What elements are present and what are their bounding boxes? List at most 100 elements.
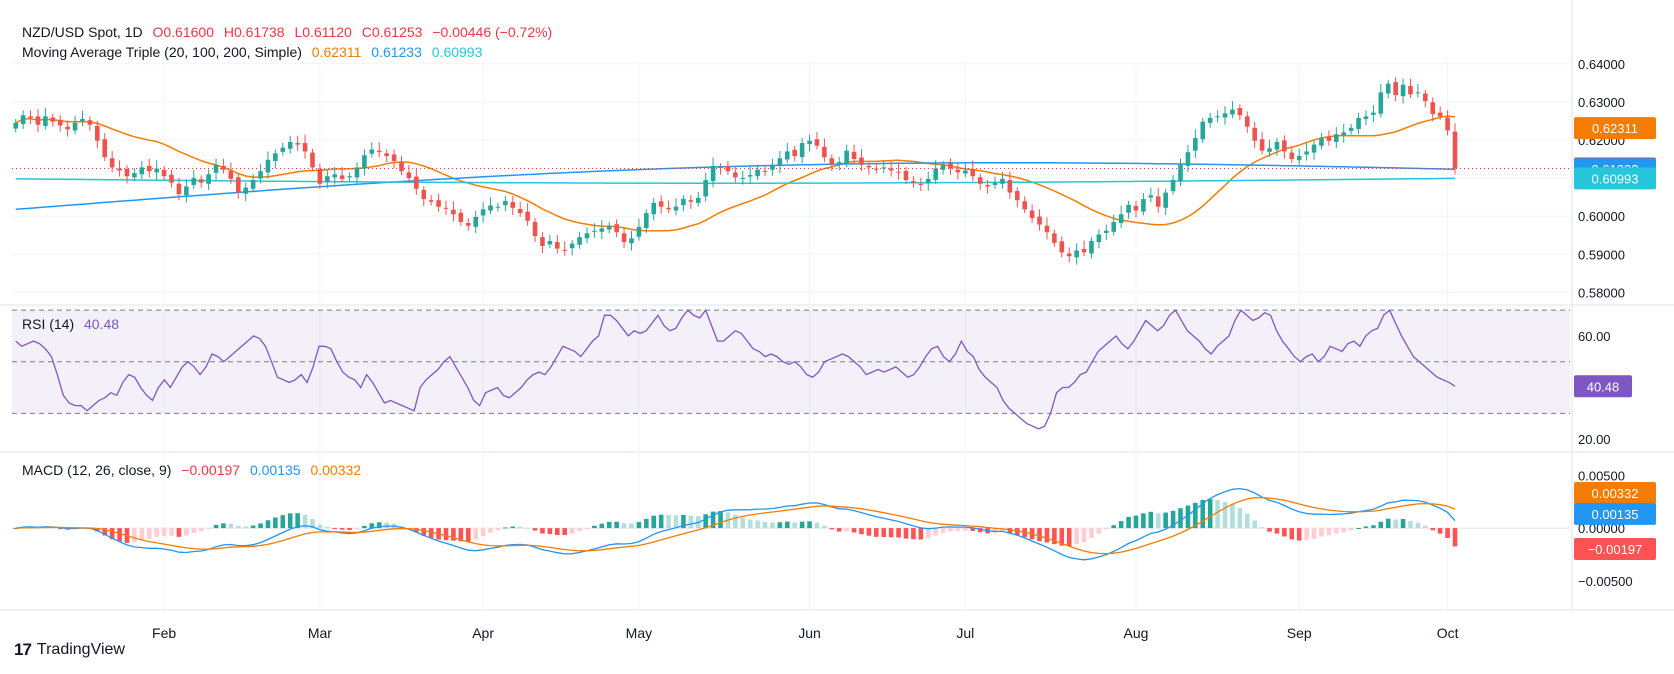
candle-body	[1348, 127, 1354, 131]
macd-pane: −0.00500 0.00000 0.00500 0.00332 0.00135 −0.0…	[12, 468, 1656, 589]
rsi-legend-title: RSI (14)	[22, 316, 75, 332]
macd-hist-bar	[1111, 525, 1117, 529]
candle-body	[28, 116, 33, 118]
candle-body	[1371, 112, 1376, 115]
macd-hist-bar	[621, 523, 627, 529]
macd-hist-bar	[859, 528, 864, 535]
candle-body	[1104, 230, 1109, 233]
macd-hist-bar	[1148, 511, 1154, 529]
candle-body	[458, 212, 464, 222]
candle-body	[280, 147, 286, 152]
candle-body	[1282, 140, 1287, 152]
macd-hist-bar	[1304, 528, 1309, 541]
candle-body	[1000, 178, 1005, 184]
candle-body	[1378, 92, 1384, 114]
macd-hist-bar	[362, 525, 367, 529]
candle-body	[614, 224, 619, 233]
macd-hist-bar	[1363, 526, 1369, 529]
time-tick-label: Sep	[1287, 625, 1312, 641]
macd-hist-bar	[1282, 528, 1287, 537]
candle-body	[317, 168, 323, 184]
macd-hist-bar	[814, 522, 820, 529]
macd-hist-bar	[1400, 519, 1406, 529]
macd-hist-bar	[421, 528, 427, 536]
macd-hist-bar	[154, 528, 159, 537]
macd-hist-bar	[1163, 512, 1168, 529]
candle-body	[666, 207, 671, 210]
candle-body	[235, 177, 241, 193]
macd-hist-bar	[555, 528, 560, 535]
macd-hist-bar	[644, 518, 649, 529]
macd-hist-bar	[228, 523, 234, 529]
macd-hist-bar	[117, 528, 122, 542]
symbol-label: NZD/USD Spot, 1D	[22, 24, 143, 40]
candle-body	[1326, 136, 1332, 141]
candle-body	[1089, 240, 1094, 254]
macd-hist-bar	[102, 528, 108, 536]
macd-hist-bar	[1319, 528, 1324, 537]
candle-body	[428, 200, 434, 202]
macd-badge	[1574, 502, 1656, 525]
macd-hist-bar	[807, 521, 812, 529]
macd-hist-bar	[836, 528, 842, 532]
time-tick-label: Apr	[472, 625, 494, 641]
macd-hist-bar	[562, 528, 568, 536]
candle-body	[747, 175, 753, 177]
candle-body	[1170, 180, 1176, 192]
macd-hist-bar	[1052, 528, 1057, 545]
candle-body	[1423, 93, 1428, 102]
candle-body	[35, 116, 41, 125]
candle-body	[1437, 112, 1443, 117]
candle-body	[792, 149, 798, 156]
candle-body	[1244, 116, 1250, 127]
macd-hist-bar	[940, 528, 946, 533]
candle-body	[332, 174, 338, 178]
macd-hist-bar	[332, 528, 338, 530]
candle-body	[132, 173, 137, 178]
candle-body	[1385, 83, 1391, 94]
macd-legend: MACD (12, 26, close, 9) −0.00197 0.00135…	[22, 462, 367, 478]
candle-body	[473, 216, 478, 227]
macd-hist-bar	[614, 521, 619, 529]
macd-hist-bar	[903, 528, 909, 539]
candle-body	[866, 165, 872, 168]
candle-body	[480, 209, 486, 216]
candle-body	[733, 172, 738, 178]
price-tick-label: 0.60000	[1578, 209, 1625, 224]
macd-hist-bar	[992, 528, 998, 534]
macd-hist-bar	[1193, 502, 1198, 529]
macd-hist-bar	[599, 523, 605, 529]
macd-hist-bar	[799, 521, 805, 529]
macd-hist-bar	[1237, 507, 1243, 529]
candle-body	[243, 187, 248, 194]
macd-hist-bar	[1385, 518, 1391, 529]
candle-body	[1133, 205, 1139, 211]
price-tick-label: 0.64000	[1578, 57, 1625, 72]
candle-body	[1044, 225, 1050, 233]
candle-body	[1007, 180, 1013, 193]
candle-body	[1141, 199, 1146, 212]
ma20-line	[15, 115, 1456, 232]
macd-hist-bar	[1200, 499, 1206, 529]
macd-hist-bar	[1289, 528, 1295, 540]
candle-body	[369, 149, 375, 154]
candle-body	[851, 151, 857, 160]
macd-hist-bar	[1104, 528, 1109, 530]
macd-hist-bar	[681, 514, 686, 529]
ma100-value: 0.61233	[371, 44, 422, 60]
macd-hist-bar	[273, 517, 278, 529]
candle-body	[1296, 156, 1302, 161]
macd-hist-bar	[495, 528, 501, 531]
macd-badge	[1574, 482, 1656, 505]
candle-body	[95, 125, 100, 141]
macd-hist-bar	[339, 528, 345, 530]
macd-hist-bar	[139, 528, 145, 541]
price-legend: NZD/USD Spot, 1D O0.61600 H0.61738 L0.61…	[22, 24, 558, 40]
macd-hist-bar	[963, 528, 968, 531]
candle-body	[725, 165, 731, 172]
macd-hist-bar	[451, 528, 456, 541]
macd-hist-bar	[918, 528, 924, 540]
macd-hist-bar	[970, 528, 976, 531]
tradingview-logo[interactable]: 17 TradingView	[14, 640, 125, 660]
